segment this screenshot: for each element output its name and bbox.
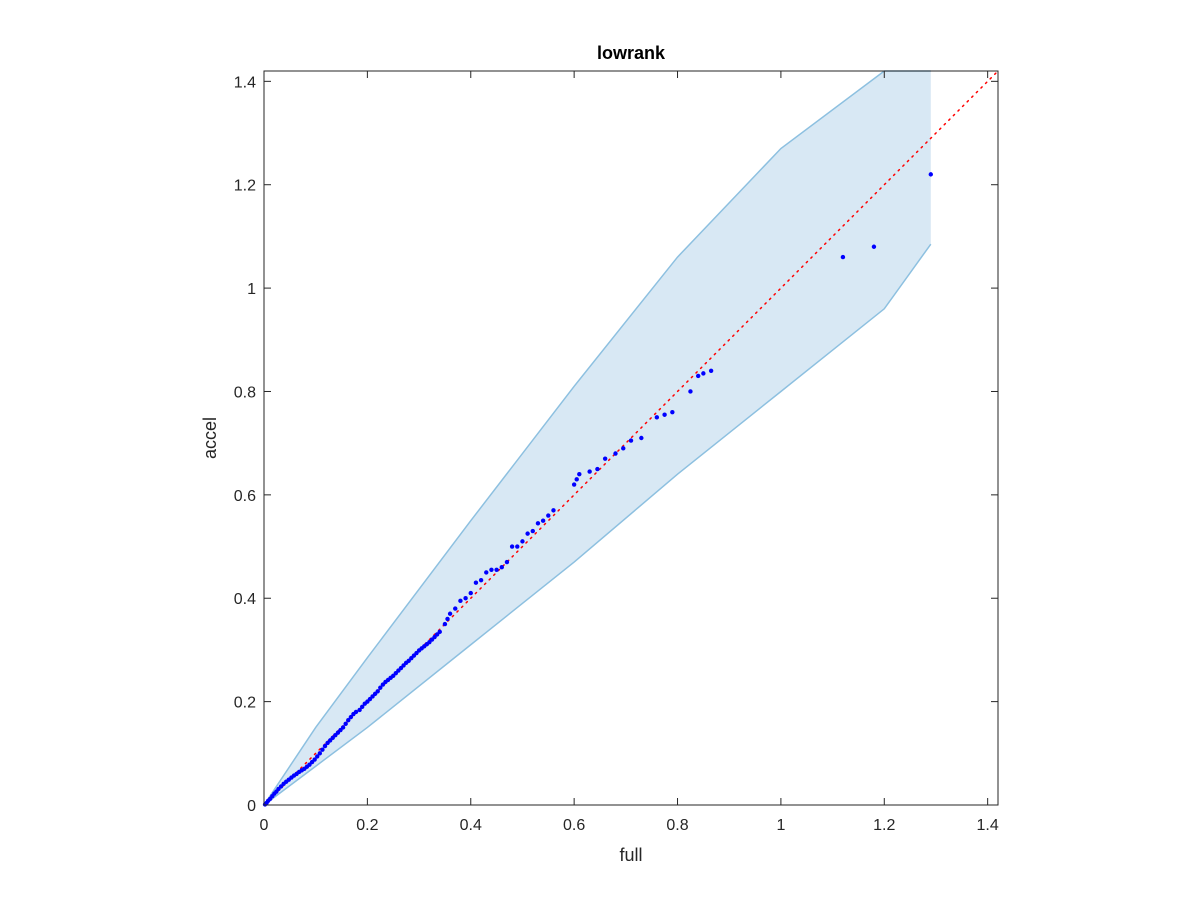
y-tick-label: 0 bbox=[247, 798, 256, 815]
data-point bbox=[499, 565, 504, 570]
reference-line bbox=[263, 70, 999, 806]
x-tick-label: 0.8 bbox=[666, 817, 688, 834]
data-point bbox=[708, 368, 714, 374]
plot-area-border bbox=[263, 70, 999, 806]
y-tick-label: 0.8 bbox=[234, 384, 256, 401]
data-point bbox=[515, 544, 520, 549]
data-point bbox=[353, 709, 359, 715]
x-axis-ticks: 0 0.2 0.4 0.6 0.8 1 1.2 1.4 bbox=[260, 71, 999, 834]
data-point bbox=[840, 254, 846, 260]
y-tick-label: 0.2 bbox=[234, 695, 256, 712]
data-point bbox=[535, 521, 541, 526]
data-point bbox=[571, 482, 577, 487]
y-axis-label: accel bbox=[200, 417, 220, 459]
data-point bbox=[530, 528, 535, 534]
confidence-band bbox=[263, 70, 932, 806]
data-point bbox=[695, 373, 701, 379]
data-point bbox=[346, 718, 351, 723]
data-point bbox=[628, 438, 634, 443]
data-point bbox=[484, 570, 489, 575]
data-point bbox=[688, 389, 693, 394]
data-point bbox=[478, 577, 484, 583]
data-point bbox=[357, 707, 362, 713]
data-points bbox=[262, 172, 934, 807]
data-point bbox=[577, 471, 582, 477]
x-tick-label: 0.4 bbox=[460, 817, 482, 834]
data-point bbox=[315, 754, 320, 759]
band-upper-edge bbox=[263, 70, 931, 806]
x-tick-label: 1.2 bbox=[873, 817, 895, 834]
data-point bbox=[928, 172, 934, 177]
data-point bbox=[701, 371, 706, 376]
data-point bbox=[343, 721, 348, 727]
data-point bbox=[602, 456, 608, 461]
data-point bbox=[348, 714, 354, 720]
data-point bbox=[360, 704, 365, 709]
data-point bbox=[312, 757, 317, 762]
band-lower-edge bbox=[263, 243, 932, 806]
y-tick-label: 1.2 bbox=[234, 178, 256, 195]
data-point bbox=[463, 596, 468, 601]
data-point bbox=[504, 559, 510, 565]
data-point bbox=[458, 598, 463, 604]
x-tick-label: 0.2 bbox=[356, 817, 378, 834]
data-point bbox=[670, 409, 675, 415]
data-point bbox=[445, 616, 450, 622]
data-point bbox=[587, 469, 592, 474]
data-point bbox=[525, 531, 530, 536]
data-point bbox=[654, 415, 660, 420]
data-point bbox=[546, 513, 551, 518]
y-tick-label: 0.4 bbox=[234, 591, 256, 608]
data-point bbox=[662, 412, 667, 417]
y-tick-label: 0.6 bbox=[234, 488, 256, 505]
data-point bbox=[551, 508, 556, 513]
x-tick-label: 0.6 bbox=[563, 817, 585, 834]
data-point bbox=[595, 466, 600, 472]
data-point bbox=[320, 747, 325, 752]
data-point bbox=[375, 689, 380, 694]
data-point bbox=[494, 567, 499, 573]
y-axis-ticks: 0 0.2 0.4 0.6 0.8 1 1.2 1.4 bbox=[234, 74, 998, 815]
data-point bbox=[489, 567, 494, 573]
data-point bbox=[453, 606, 458, 611]
data-point bbox=[540, 518, 546, 523]
data-point bbox=[473, 580, 479, 585]
x-tick-label: 0 bbox=[260, 817, 269, 834]
data-point bbox=[340, 725, 346, 730]
data-point bbox=[447, 611, 453, 616]
data-point bbox=[613, 451, 618, 456]
data-point bbox=[639, 435, 644, 441]
data-point bbox=[442, 621, 448, 627]
chart-title: lowrank bbox=[597, 43, 666, 63]
data-point bbox=[871, 244, 877, 249]
data-point bbox=[317, 751, 323, 756]
data-point bbox=[378, 685, 383, 690]
reference-line-layer bbox=[263, 70, 999, 806]
x-tick-label: 1.4 bbox=[977, 817, 999, 834]
data-point bbox=[520, 539, 525, 544]
y-tick-label: 1 bbox=[247, 281, 256, 298]
data-point bbox=[437, 629, 442, 635]
data-point bbox=[322, 743, 328, 749]
band-fill bbox=[264, 71, 931, 805]
data-point bbox=[509, 544, 515, 549]
data-point bbox=[574, 477, 579, 482]
y-tick-label: 1.4 bbox=[234, 74, 256, 91]
x-tick-label: 1 bbox=[776, 817, 785, 834]
data-point bbox=[468, 590, 473, 596]
data-point bbox=[621, 446, 626, 451]
x-axis-label: full bbox=[619, 845, 642, 865]
